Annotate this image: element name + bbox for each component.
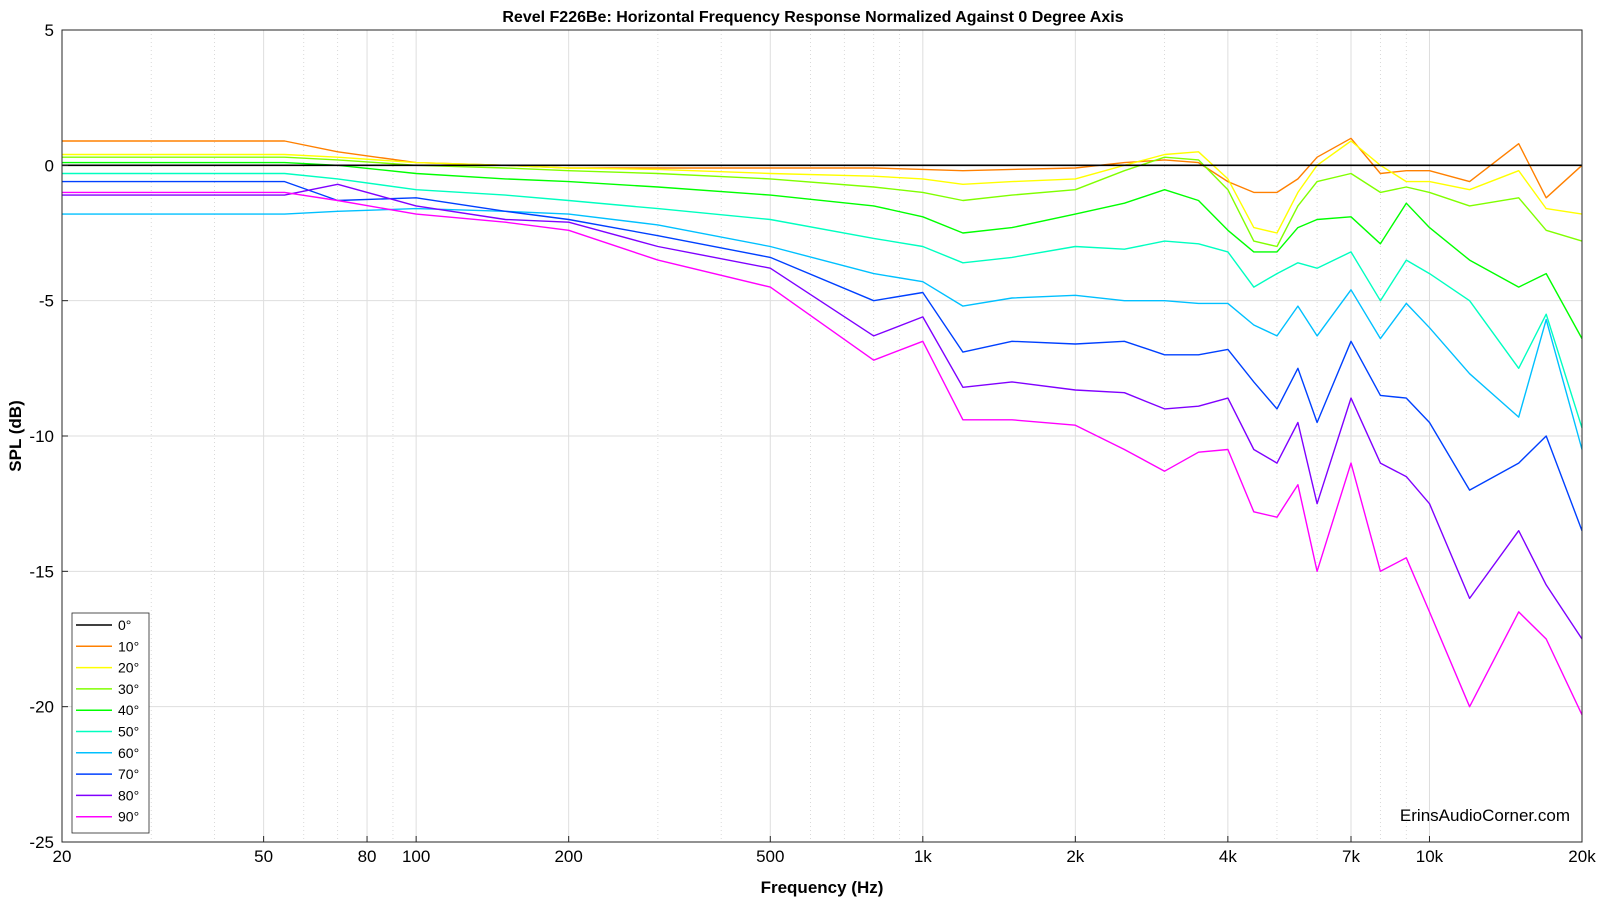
x-tick-label: 2k — [1066, 847, 1084, 866]
legend-label: 90° — [118, 809, 139, 825]
chart-title: Revel F226Be: Horizontal Frequency Respo… — [502, 9, 1123, 26]
legend-label: 80° — [118, 787, 139, 803]
series-line-5 — [62, 172, 1583, 429]
legend-box — [71, 612, 150, 834]
y-tick-label: -20 — [29, 698, 54, 717]
series-line-4 — [62, 161, 1583, 339]
x-tick-label: 80 — [358, 847, 377, 866]
legend-label: 40° — [118, 702, 139, 718]
series-layer — [62, 137, 1583, 716]
legend: 0° 10° 20° 30° 40° 50° 60° 70° 80° 90° — [71, 612, 150, 834]
y-tick-label: -25 — [29, 833, 54, 852]
y-axis-label: SPL (dB) — [6, 400, 25, 471]
series-line-7 — [62, 180, 1583, 531]
x-tick-label: 7k — [1342, 847, 1360, 866]
legend-label: 60° — [118, 745, 139, 761]
legend-label: 20° — [118, 660, 139, 676]
series-line-2 — [62, 140, 1583, 234]
legend-label: 10° — [118, 638, 139, 654]
x-tick-label: 200 — [554, 847, 582, 866]
legend-label: 50° — [118, 724, 139, 740]
y-ticks: 5 0 -5 -10 -15 -20 -25 — [29, 21, 68, 852]
x-tick-label: 500 — [756, 847, 784, 866]
legend-label: 70° — [118, 766, 139, 782]
x-tick-label: 4k — [1219, 847, 1237, 866]
x-tick-label: 1k — [914, 847, 932, 866]
x-axis-label: Frequency (Hz) — [761, 878, 884, 897]
legend-label: 30° — [118, 681, 139, 697]
x-tick-label: 50 — [254, 847, 273, 866]
y-tick-label: -5 — [39, 292, 54, 311]
y-tick-label: -15 — [29, 562, 54, 581]
legend-label: 0° — [118, 617, 131, 633]
series-line-6 — [62, 207, 1583, 450]
x-tick-label: 10k — [1416, 847, 1444, 866]
x-tick-label: 20 — [53, 847, 72, 866]
watermark: ErinsAudioCorner.com — [1400, 806, 1570, 825]
series-line-1 — [62, 137, 1583, 199]
y-tick-label: 5 — [45, 21, 54, 40]
x-tick-label: 20k — [1568, 847, 1596, 866]
y-tick-label: -10 — [29, 427, 54, 446]
series-line-8 — [62, 183, 1583, 640]
series-line-3 — [62, 156, 1583, 248]
grid — [61, 29, 1583, 843]
x-tick-label: 100 — [402, 847, 430, 866]
x-ticks: 20 50 80 100 200 500 1k 2k 4k 7k 10k 20k — [53, 836, 1596, 866]
series-line-9 — [62, 191, 1583, 716]
y-tick-label: 0 — [45, 156, 54, 175]
